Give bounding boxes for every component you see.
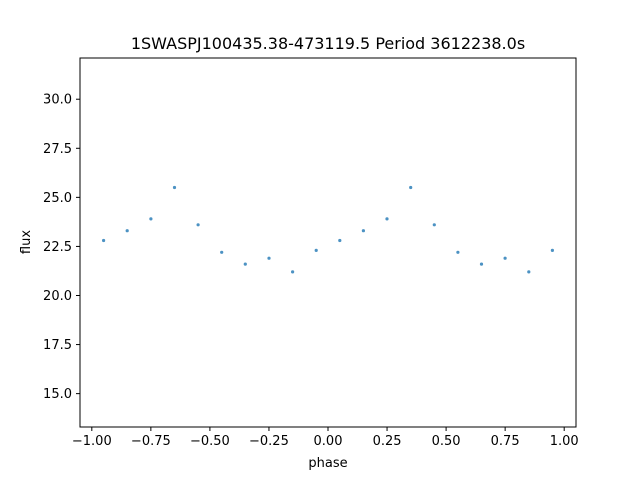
- data-point: [125, 229, 129, 233]
- data-point: [479, 262, 484, 266]
- data-point: [385, 217, 389, 221]
- y-axis-ticks: 15.0 17.5 20.0 22.5 25.0 27.5 30.0: [43, 93, 80, 402]
- x-tick-label: −1.00: [72, 434, 112, 449]
- data-point: [550, 248, 555, 252]
- data-point: [314, 248, 318, 252]
- data-point: [456, 250, 460, 254]
- data-point: [432, 223, 436, 227]
- x-tick-label: 0.00: [314, 434, 343, 449]
- y-tick-label: 22.5: [43, 240, 72, 255]
- data-point: [172, 185, 177, 190]
- data-point: [409, 185, 413, 190]
- y-tick-label: 15.0: [43, 387, 72, 402]
- data-point: [243, 262, 247, 266]
- x-axis-label: phase: [308, 456, 347, 471]
- x-tick-label: −0.50: [190, 434, 230, 449]
- data-point: [220, 250, 224, 254]
- data-point: [149, 217, 153, 221]
- x-tick-label: 1.00: [550, 434, 579, 449]
- x-tick-label: 0.75: [491, 434, 520, 449]
- y-tick-label: 20.0: [43, 289, 72, 304]
- data-point: [527, 270, 531, 274]
- x-axis-ticks: −1.00 −0.75 −0.50 −0.25 0.00 0.25 0.50 0.75 1.00: [72, 427, 579, 449]
- data-point: [196, 223, 200, 227]
- data-point: [291, 270, 295, 274]
- data-point: [503, 256, 507, 260]
- x-tick-label: 0.50: [432, 434, 461, 449]
- chart-title: 1SWASPJ100435.38-473119.5 Period 3612238…: [131, 34, 525, 53]
- data-point: [338, 238, 342, 243]
- data-points: [102, 185, 555, 274]
- y-tick-label: 30.0: [43, 93, 72, 108]
- x-tick-label: −0.25: [249, 434, 289, 449]
- y-axis-label: flux: [19, 230, 34, 254]
- x-tick-label: −0.75: [131, 434, 171, 449]
- x-tick-label: 0.25: [373, 434, 402, 449]
- data-point: [267, 256, 271, 260]
- y-tick-label: 27.5: [43, 142, 72, 157]
- data-point: [102, 238, 106, 243]
- y-tick-label: 17.5: [43, 338, 72, 353]
- data-point: [361, 229, 365, 233]
- y-tick-label: 25.0: [43, 191, 72, 206]
